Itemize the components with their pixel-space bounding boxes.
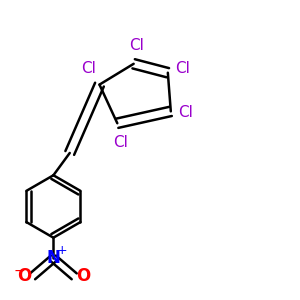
Text: Cl: Cl [129, 38, 144, 52]
Text: +: + [57, 244, 68, 257]
Text: Cl: Cl [175, 61, 190, 76]
Text: Cl: Cl [178, 105, 193, 120]
Text: O: O [17, 267, 31, 285]
Text: Cl: Cl [82, 61, 97, 76]
Text: −: − [14, 263, 25, 278]
Text: O: O [76, 267, 90, 285]
Text: Cl: Cl [113, 135, 128, 150]
Text: N: N [46, 250, 60, 268]
